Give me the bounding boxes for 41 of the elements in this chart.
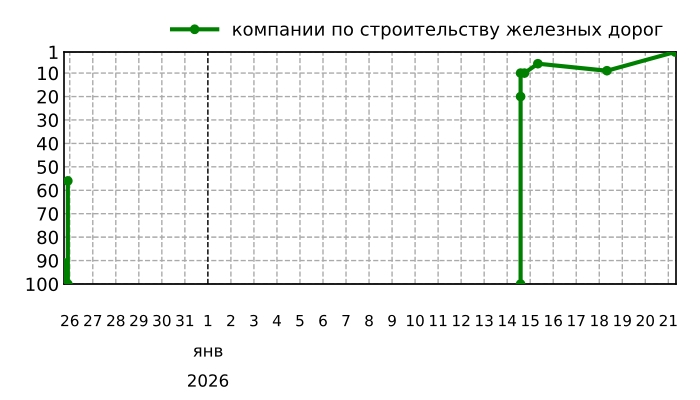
x-tick-label: 28 — [107, 314, 124, 326]
x-tick-label: 7 — [342, 315, 350, 326]
x-tick-label: 30 — [153, 314, 171, 326]
y-tick-label: 10 — [38, 66, 58, 80]
x-tick-label: 8 — [365, 314, 373, 326]
x-tick-label: 10 — [407, 314, 424, 326]
x-tick-label: 1 — [204, 315, 212, 326]
text: 2026 — [188, 374, 228, 387]
x-tick-label: 3 — [250, 314, 258, 326]
x-tick-label: 26 — [61, 314, 79, 326]
x-tick-label: 6 — [319, 314, 327, 326]
y-tick-label: 50 — [38, 160, 58, 174]
x-tick-label: 16 — [545, 314, 562, 326]
y-tick-label: 100 — [26, 277, 58, 292]
x-tick-label: 27 — [84, 314, 102, 326]
y-tick-label: 1 — [50, 46, 58, 59]
y-tick-label: 70 — [38, 207, 58, 221]
text: янв — [194, 347, 222, 357]
x-tick-label: 12 — [453, 314, 470, 326]
x-tick-label: 29 — [130, 314, 148, 326]
y-tick-label: 30 — [38, 113, 58, 128]
x-tick-label: 5 — [296, 315, 304, 326]
x-tick-label: 13 — [476, 314, 493, 326]
x-tick-label: 15 — [522, 315, 539, 326]
x-tick-label: 2 — [227, 314, 234, 326]
x-tick-label: 18 — [591, 314, 608, 326]
x-tick-label: 21 — [660, 314, 677, 326]
x-tick-label: 9 — [388, 314, 396, 326]
x-tick-label: 4 — [272, 315, 281, 326]
y-tick-label: 80 — [37, 230, 58, 244]
legend-label: компании по строительству железных дорог — [233, 25, 662, 40]
x-tick-label: 14 — [499, 315, 516, 326]
y-tick-label: 60 — [37, 184, 58, 198]
x-tick-label: 11 — [430, 315, 446, 326]
x-tick-label: 31 — [176, 314, 194, 326]
y-tick-label: 90 — [37, 254, 58, 268]
x-tick-label: 19 — [614, 314, 631, 326]
y-tick-label: 40 — [37, 136, 58, 151]
x-tick-label: 17 — [568, 315, 585, 326]
y-tick-label: 20 — [37, 90, 58, 104]
x-tick-label: 20 — [636, 314, 654, 326]
